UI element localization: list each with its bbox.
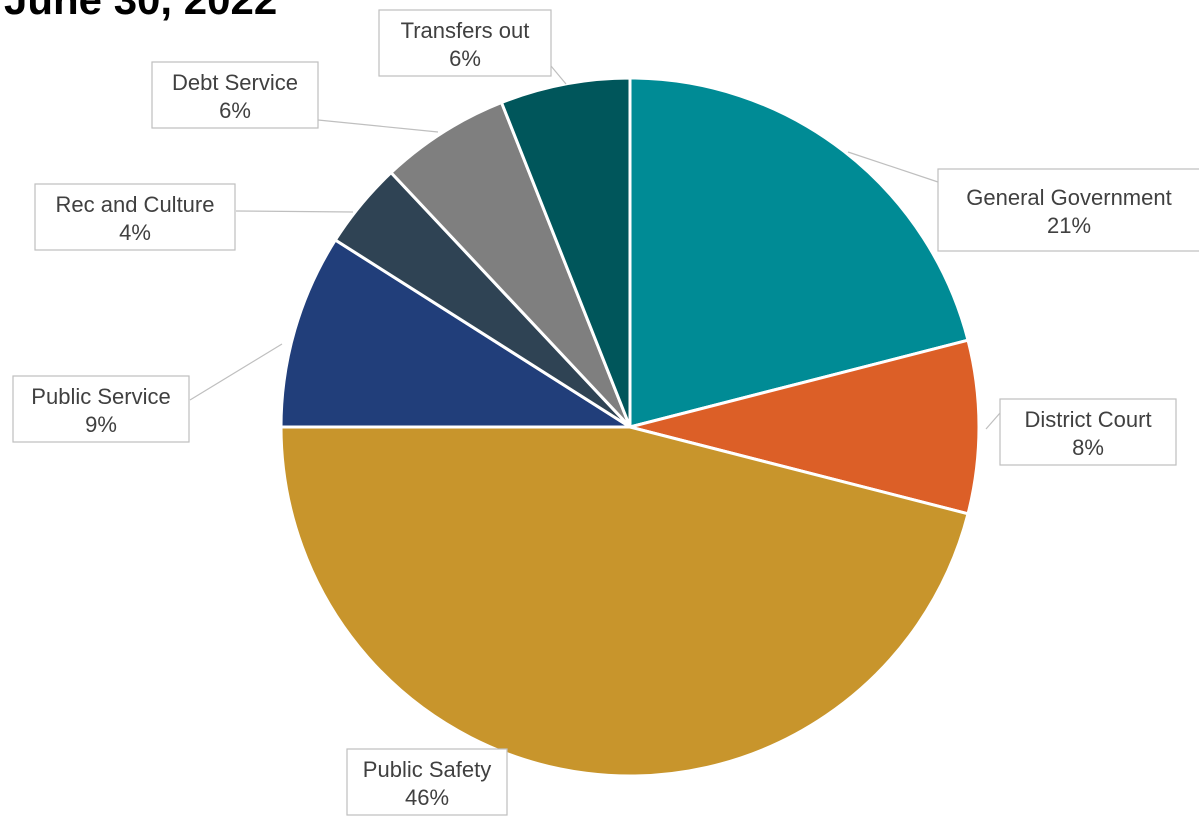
slice-category-label: Debt Service — [172, 70, 298, 95]
data-label-general-government: General Government 21% — [847, 151, 1199, 252]
pie-slice-public-safety[interactable] — [279, 425, 970, 778]
slice-percent-label: 21% — [1047, 213, 1091, 238]
pie-slice-debt-service[interactable] — [389, 101, 632, 429]
leader-line — [985, 412, 1001, 430]
slices-layer — [279, 76, 981, 778]
data-label-public-safety: Public Safety 46% — [346, 748, 508, 816]
data-label-debt-service: Debt Service 6% — [151, 61, 439, 133]
data-label-district-court: District Court 8% — [985, 398, 1177, 466]
leader-line — [550, 65, 567, 85]
label-box — [346, 748, 508, 816]
data-label-public-service: Public Service 9% — [12, 343, 283, 443]
slice-category-label: Rec and Culture — [56, 192, 215, 217]
slice-percent-label: 6% — [219, 98, 251, 123]
label-box — [937, 168, 1199, 252]
leader-line — [235, 210, 354, 213]
slice-category-label: Public Service — [31, 384, 170, 409]
slice-percent-label: 46% — [405, 785, 449, 810]
slice-category-label: Transfers out — [401, 18, 530, 43]
slice-category-label: General Government — [966, 185, 1171, 210]
slice-percent-label: 8% — [1072, 435, 1104, 460]
pie-slice-public-service[interactable] — [279, 238, 632, 429]
slice-percent-label: 9% — [85, 412, 117, 437]
labels-layer: General Government 21% District Court 8% Pub… — [12, 9, 1199, 816]
leader-line — [189, 343, 283, 401]
chart-title: June 30, 2022 — [4, 0, 277, 23]
slice-category-label: Public Safety — [363, 757, 491, 782]
leader-line — [317, 119, 439, 133]
leader-line — [847, 151, 939, 183]
slice-percent-label: 4% — [119, 220, 151, 245]
data-label-transfers-out: Transfers out 6% — [378, 9, 567, 85]
label-box — [34, 183, 236, 251]
label-box — [999, 398, 1177, 466]
label-box — [12, 375, 190, 443]
label-box — [378, 9, 552, 77]
pie-slice-district-court[interactable] — [628, 338, 981, 516]
data-label-rec-and-culture: Rec and Culture 4% — [34, 183, 354, 251]
slice-percent-label: 6% — [449, 46, 481, 71]
pie-slice-general-government[interactable] — [628, 76, 970, 429]
pie-slice-transfers-out[interactable] — [500, 76, 632, 429]
label-box — [151, 61, 319, 129]
slice-category-label: District Court — [1024, 407, 1151, 432]
